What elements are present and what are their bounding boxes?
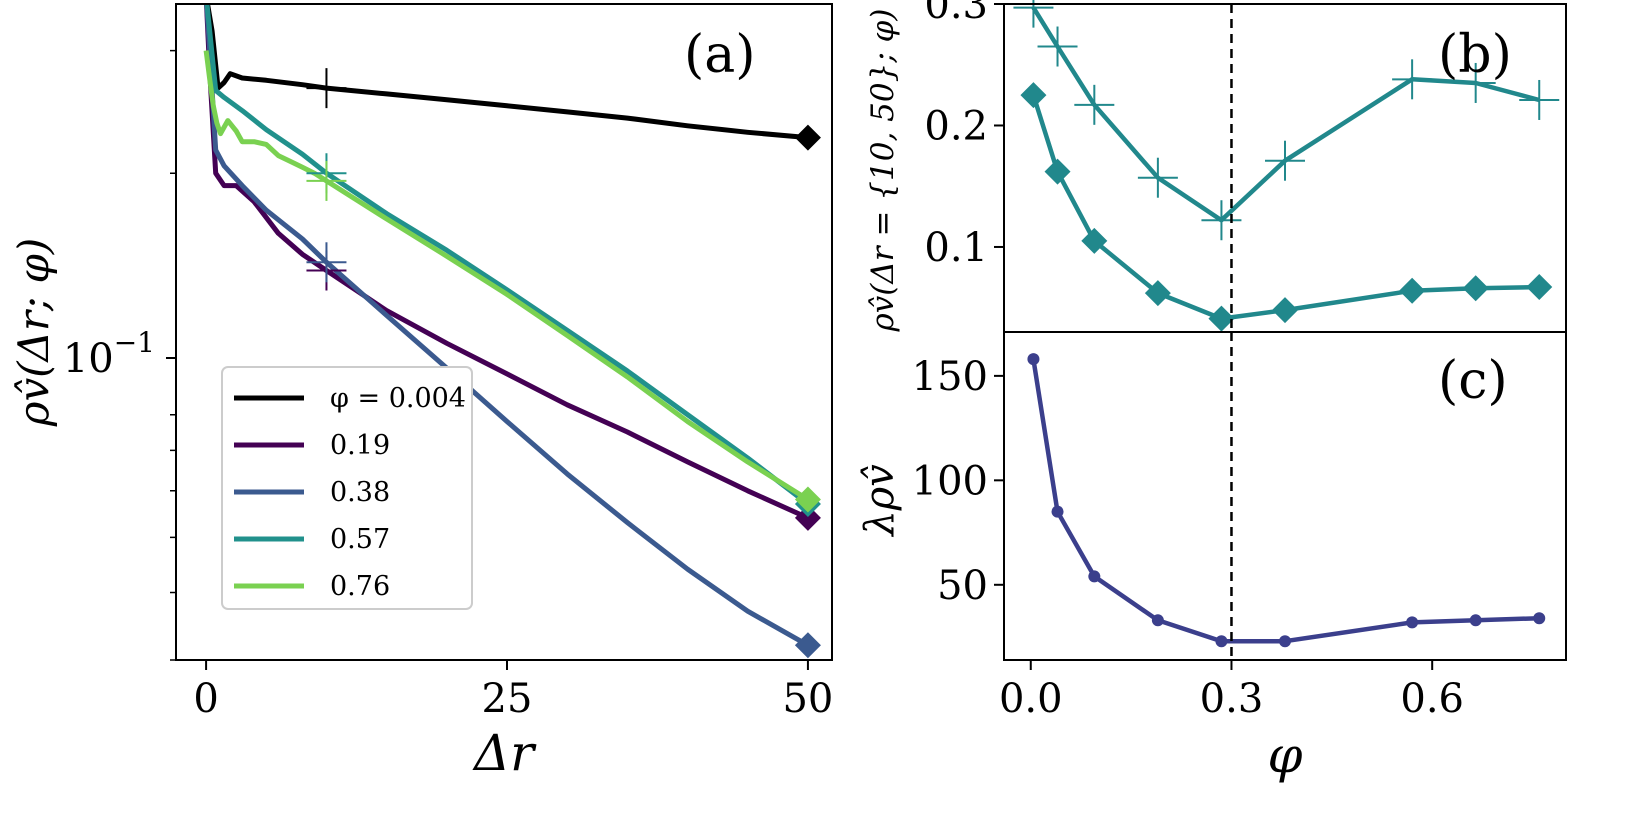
panel-a-minor-ticks: [170, 49, 176, 661]
panel-b-markers: [1013, 0, 1560, 332]
legend-label-0-76: 0.76: [330, 571, 390, 602]
panel-c-point-circle: [1088, 570, 1101, 583]
legend-label-0-38: 0.38: [330, 477, 390, 508]
panel-b-y-tick-label: 0.3: [924, 0, 988, 28]
panel-b-point-diamond: [1272, 297, 1298, 324]
panel-c-y-ticks: 50 100 150: [912, 354, 1004, 609]
panel-a-x-ticks: 0 25 50: [193, 660, 833, 722]
panel-c-point-circle: [1406, 616, 1419, 629]
panel-b-point-diamond: [1044, 158, 1071, 185]
panel-a-x-tick-label: 25: [482, 676, 533, 722]
panel-b: 0.1 0.2 0.3 (b) ρv̂(Δr = {10, 50}; φ): [865, 0, 1567, 333]
legend-label-0-004: φ = 0.004: [330, 383, 466, 414]
legend-label-0-57: 0.57: [330, 524, 390, 555]
panel-a-x-label: Δr: [472, 724, 537, 782]
panel-c-markers: [1027, 353, 1546, 648]
end-marker-0-004: [794, 124, 821, 151]
panel-c-y-tick-label: 50: [937, 563, 988, 609]
panel-b-point-plus: [1074, 84, 1115, 125]
panel-a-x-tick-label: 0: [193, 676, 218, 722]
panel-b-point-plus: [1037, 26, 1078, 67]
panel-a-markers: [306, 68, 821, 659]
panel-b-label: (b): [1438, 25, 1512, 85]
panel-b-y-tick-label: 0.1: [924, 225, 988, 271]
panel-c-point-circle: [1279, 635, 1291, 648]
panel-a-label: (a): [684, 25, 756, 85]
panel-a-y-ticks: 10−1: [63, 326, 176, 382]
panel-a-frame: [175, 3, 833, 661]
mid-marker-0-004: [306, 68, 347, 109]
panel-b-series-line-r-50: [1031, 94, 1540, 321]
panel-b-point-plus: [1455, 62, 1496, 103]
panel-b-point-diamond: [1526, 274, 1553, 301]
panel-c-point-circle: [1469, 614, 1482, 627]
legend: φ = 0.004 0.19 0.38 0.57 0.76: [221, 366, 473, 610]
panel-c-point-circle: [1027, 353, 1040, 366]
panel-b-point-diamond: [1208, 305, 1235, 332]
panel-b-point-plus: [1392, 59, 1433, 100]
panel-c-frame: [1003, 331, 1567, 661]
panel-c-point-circle: [1151, 614, 1164, 627]
panel-b-y-tick-label: 0.2: [924, 103, 988, 149]
panel-b-point-diamond: [1399, 277, 1426, 304]
panel-c-y-label: λρv̂: [857, 464, 903, 538]
panel-b-point-plus: [1013, 0, 1054, 28]
series-line-0-38: [204, 4, 810, 648]
panel-c-x-tick-label: 0.0: [999, 676, 1063, 722]
panel-b-point-plus: [1265, 140, 1305, 181]
panel-c-point-circle: [1533, 612, 1546, 625]
panel-c-x-tick-label: 0.6: [1400, 676, 1464, 722]
panel-b-point-diamond: [1462, 275, 1489, 302]
panel-b-point-plus: [1519, 79, 1560, 120]
panel-c-y-tick-label: 150: [912, 354, 988, 400]
panel-b-point-diamond: [1020, 82, 1047, 109]
panel-a: 0 25 50 10−1 (a) Δr ρv̂(Δr; φ) φ = 0.004 0.…: [9, 3, 833, 782]
mid-marker-0-38: [306, 242, 347, 283]
mid-marker-0-76: [306, 160, 347, 201]
panel-c-x-tick-label: 0.3: [1200, 676, 1264, 722]
panel-c-point-circle: [1051, 505, 1064, 518]
panel-c: 0.0 0.3 0.6 50 100 150 (c) φ λρv̂: [857, 331, 1567, 784]
panel-b-point-diamond: [1144, 280, 1171, 307]
end-marker-0-19: [794, 504, 821, 531]
panel-b-y-label: ρv̂(Δr = {10, 50}; φ): [865, 9, 901, 333]
panel-b-point-plus: [1201, 200, 1242, 241]
panel-c-x-label: φ: [1267, 726, 1302, 784]
panel-a-x-tick-label: 50: [782, 676, 833, 722]
end-marker-0-38: [794, 632, 821, 659]
end-marker-0-76: [794, 486, 821, 513]
legend-label-0-19: 0.19: [330, 430, 390, 461]
panel-b-y-ticks: 0.1 0.2 0.3: [924, 0, 1004, 271]
panel-a-y-major-label: 10−1: [63, 326, 155, 382]
panel-c-label: (c): [1438, 351, 1508, 411]
panel-c-y-tick-label: 100: [912, 458, 988, 504]
panel-c-x-ticks: 0.0 0.3 0.6: [999, 660, 1464, 722]
series-line-0-76: [203, 50, 810, 502]
panel-b-point-diamond: [1081, 227, 1108, 254]
legend-box: [221, 366, 473, 610]
panel-a-y-label: ρv̂(Δr; φ): [9, 238, 58, 428]
panel-c-point-circle: [1215, 635, 1228, 648]
series-line-0-57: [204, 4, 810, 506]
panel-b-point-plus: [1137, 157, 1178, 198]
